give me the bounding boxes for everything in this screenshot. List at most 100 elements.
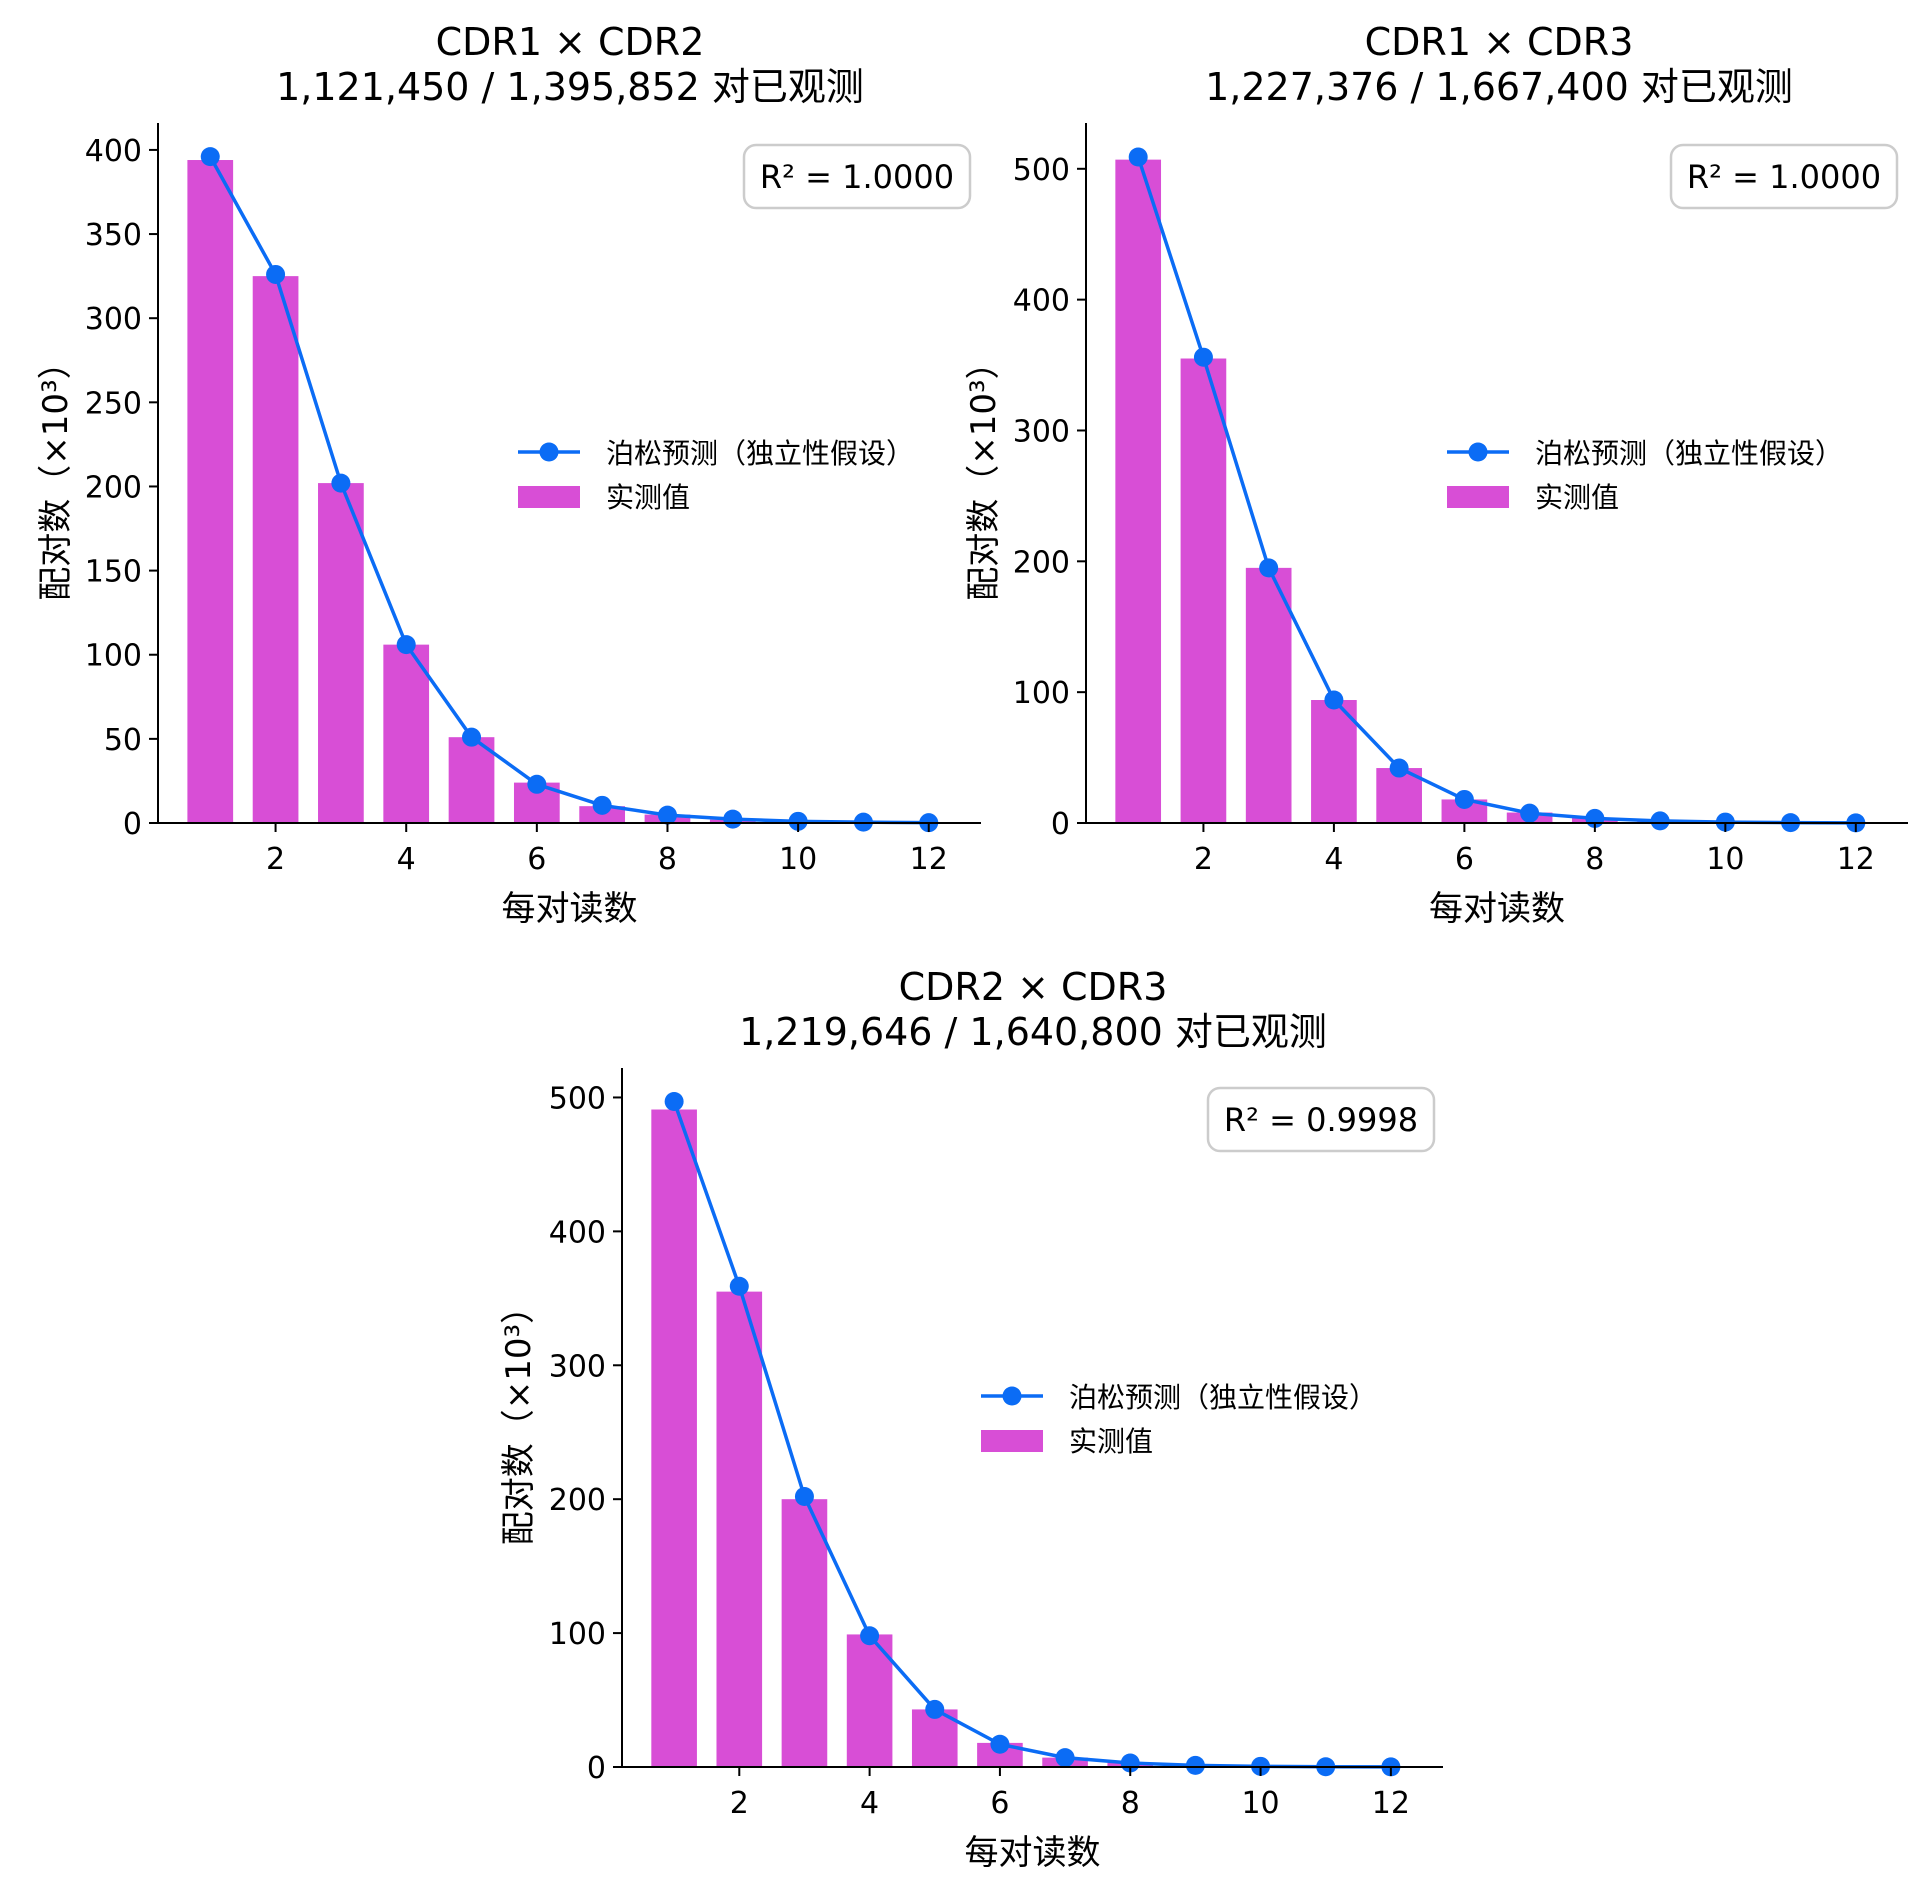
chart-subtitle: 1,219,646 / 1,640,800 对已观测	[739, 1010, 1327, 1054]
poisson-point	[396, 635, 416, 655]
y-tick-label: 100	[85, 639, 142, 674]
y-tick-label: 0	[587, 1751, 606, 1786]
observed-bar	[187, 160, 234, 823]
poisson-point	[1185, 1755, 1205, 1775]
poisson-point	[1055, 1748, 1075, 1768]
x-axis-label: 每对读数	[965, 1833, 1101, 1873]
y-tick-label: 400	[1013, 284, 1070, 319]
poisson-point	[657, 805, 677, 825]
legend-observed-swatch	[981, 1430, 1043, 1452]
observed-bar	[716, 1291, 763, 1767]
observed-bar	[1180, 358, 1227, 823]
x-tick-label: 8	[1585, 842, 1604, 877]
chart-title: CDR2 × CDR3	[899, 965, 1168, 1009]
legend: 泊松预测（独立性假设） 实测值	[1447, 437, 1843, 514]
x-tick-label: 6	[527, 842, 546, 877]
poisson-point	[462, 727, 482, 747]
legend-observed-label: 实测值	[1069, 1425, 1153, 1458]
observed-bar	[383, 644, 430, 823]
y-tick-label: 300	[549, 1349, 606, 1384]
x-tick-label: 4	[860, 1786, 879, 1821]
y-tick-label: 100	[1013, 676, 1070, 711]
y-tick-label: 500	[549, 1081, 606, 1116]
x-axis-label: 每对读数	[502, 889, 638, 929]
x-tick-label: 12	[1372, 1786, 1410, 1821]
observed-bar	[252, 276, 299, 823]
x-tick-label: 2	[266, 842, 285, 877]
y-tick-label: 200	[1013, 545, 1070, 580]
legend: 泊松预测（独立性假设） 实测值	[981, 1381, 1377, 1458]
legend-poisson-marker	[1002, 1386, 1022, 1406]
poisson-point	[266, 264, 286, 284]
observed-bar	[448, 737, 495, 823]
poisson-point	[788, 811, 808, 831]
poisson-point	[925, 1699, 945, 1719]
legend-poisson-label: 泊松预测（独立性假设）	[606, 437, 914, 470]
x-tick-label: 4	[397, 842, 416, 877]
x-tick-label: 10	[1241, 1786, 1279, 1821]
poisson-line	[208, 155, 929, 825]
y-tick-label: 400	[85, 134, 142, 169]
poisson-point	[723, 809, 743, 829]
legend-poisson-marker	[1468, 442, 1488, 462]
legend-poisson-label: 泊松预测（独立性假设）	[1535, 437, 1843, 470]
chart-title: CDR1 × CDR3	[1365, 20, 1634, 64]
y-tick-label: 500	[1013, 153, 1070, 188]
y-tick-label: 200	[85, 470, 142, 505]
y-tick-label: 250	[85, 386, 142, 421]
y-axis-label: 配对数（×10³）	[499, 1290, 539, 1545]
poisson-point	[1454, 789, 1474, 809]
poisson-point	[1389, 758, 1409, 778]
x-tick-label: 8	[1121, 1786, 1140, 1821]
observed-bar	[781, 1499, 828, 1767]
x-tick-label: 4	[1324, 842, 1343, 877]
x-tick-label: 12	[1837, 842, 1875, 877]
x-tick-label: 6	[990, 1786, 1009, 1821]
legend-observed-label: 实测值	[606, 481, 690, 514]
y-tick-label: 100	[549, 1617, 606, 1652]
y-axis-label: 配对数（×10³）	[36, 345, 76, 600]
poisson-point	[1520, 803, 1540, 823]
poisson-point	[664, 1091, 684, 1111]
poisson-point	[990, 1734, 1010, 1754]
observed-bar	[318, 483, 364, 823]
poisson-point	[794, 1487, 814, 1507]
y-tick-label: 300	[1013, 414, 1070, 449]
x-tick-label: 12	[910, 842, 948, 877]
poisson-point	[527, 774, 547, 794]
r2-value: R² = 0.9998	[1224, 1101, 1418, 1139]
r2-box: R² = 1.0000	[742, 143, 972, 210]
legend-observed-swatch	[1447, 486, 1509, 508]
y-tick-label: 0	[123, 807, 142, 842]
observed-bar	[651, 1109, 697, 1767]
observed-bar	[846, 1634, 893, 1767]
y-tick-label: 350	[85, 218, 142, 253]
chart-title: CDR1 × CDR2	[436, 20, 705, 64]
r2-box-frame	[742, 143, 972, 210]
y-tick-label: 400	[549, 1215, 606, 1250]
x-tick-label: 10	[1706, 842, 1744, 877]
legend-poisson-marker	[539, 442, 559, 462]
poisson-point	[729, 1276, 749, 1296]
observed-bar	[1311, 700, 1357, 823]
legend: 泊松预测（独立性假设） 实测值	[518, 437, 914, 514]
chart-subtitle: 1,121,450 / 1,395,852 对已观测	[276, 65, 864, 109]
x-tick-label: 10	[779, 842, 817, 877]
chart-subtitle: 1,227,376 / 1,667,400 对已观测	[1205, 65, 1793, 109]
y-tick-label: 200	[549, 1483, 606, 1518]
poisson-point	[1193, 347, 1213, 367]
observed-bar	[1115, 159, 1162, 824]
legend-observed-label: 实测值	[1535, 481, 1619, 514]
x-tick-label: 2	[730, 1786, 749, 1821]
poisson-point	[592, 795, 612, 815]
r2-value: R² = 1.0000	[1687, 158, 1881, 196]
x-tick-label: 6	[1455, 842, 1474, 877]
poisson-point	[1128, 147, 1148, 167]
r2-box-frame	[1206, 1086, 1436, 1153]
y-tick-label: 50	[104, 723, 142, 758]
x-axis-label: 每对读数	[1429, 889, 1565, 929]
poisson-point	[1259, 558, 1279, 578]
x-tick-label: 8	[658, 842, 677, 877]
legend-observed-swatch	[518, 486, 580, 508]
